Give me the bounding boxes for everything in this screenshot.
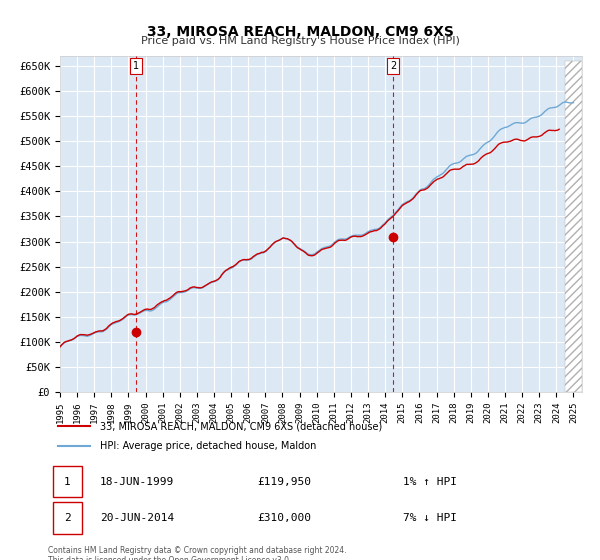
Text: 7% ↓ HPI: 7% ↓ HPI — [403, 513, 457, 523]
Bar — [53, 502, 82, 534]
Text: 20-JUN-2014: 20-JUN-2014 — [100, 513, 175, 523]
Text: 33, MIROSA REACH, MALDON, CM9 6XS (detached house): 33, MIROSA REACH, MALDON, CM9 6XS (detac… — [100, 421, 382, 431]
Text: 18-JUN-1999: 18-JUN-1999 — [100, 477, 175, 487]
Text: 33, MIROSA REACH, MALDON, CM9 6XS: 33, MIROSA REACH, MALDON, CM9 6XS — [146, 25, 454, 39]
Text: HPI: Average price, detached house, Maldon: HPI: Average price, detached house, Mald… — [100, 441, 317, 451]
Text: 1: 1 — [133, 61, 139, 71]
Text: 1% ↑ HPI: 1% ↑ HPI — [403, 477, 457, 487]
Text: 2: 2 — [64, 513, 71, 523]
Text: £310,000: £310,000 — [257, 513, 311, 523]
Text: Price paid vs. HM Land Registry's House Price Index (HPI): Price paid vs. HM Land Registry's House … — [140, 36, 460, 46]
Text: 1: 1 — [64, 477, 71, 487]
Text: £119,950: £119,950 — [257, 477, 311, 487]
Polygon shape — [565, 61, 582, 392]
Text: Contains HM Land Registry data © Crown copyright and database right 2024.
This d: Contains HM Land Registry data © Crown c… — [48, 546, 347, 560]
Bar — [53, 466, 82, 497]
Text: 2: 2 — [390, 61, 396, 71]
